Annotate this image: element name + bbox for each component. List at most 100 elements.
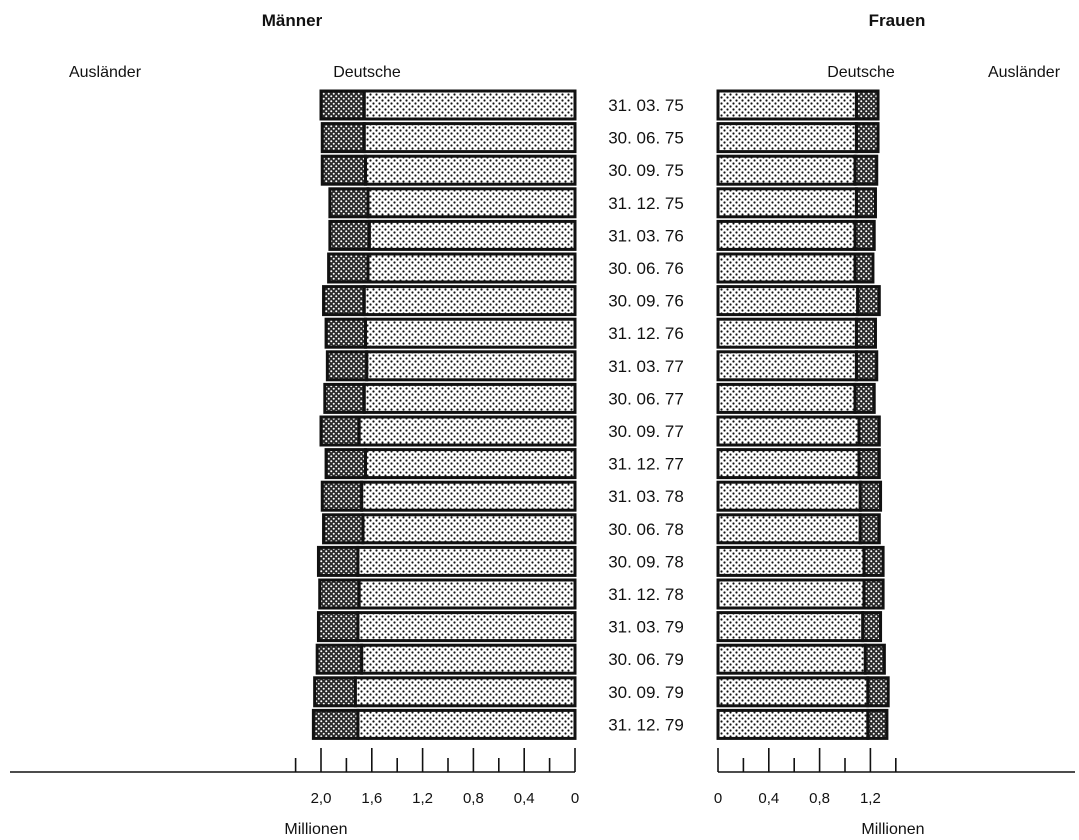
right-axis: 0 0,4 0,8 1,2 (714, 748, 1075, 807)
bar-maenner-deutsche-8 (365, 350, 577, 382)
date-label-13: 30. 06. 78 (608, 520, 684, 539)
title-frauen: Frauen (869, 11, 926, 30)
bar-frauen-deutsche-12 (716, 480, 862, 512)
left-axis: 2,0 1,6 1,2 0,8 0,4 0 (10, 748, 579, 807)
tick-label-right-3: 1,2 (860, 790, 881, 807)
date-labels: 31. 03. 75 30. 06. 75 30. 09. 75 31. 12. 75… (608, 96, 684, 734)
bar-frauen-auslaender-18 (866, 676, 890, 708)
date-label-10: 30. 09. 77 (608, 422, 684, 441)
bar-maenner-auslaender-15 (318, 578, 361, 610)
header-right-deutsche: Deutsche (827, 64, 895, 81)
date-label-7: 31. 12. 76 (608, 324, 684, 343)
bar-maenner-deutsche-1 (362, 122, 577, 154)
bar-maenner-auslaender-14 (316, 545, 360, 577)
bar-frauen-deutsche-18 (716, 676, 870, 708)
tick-label-left-0: 2,0 (311, 790, 332, 807)
bar-maenner-auslaender-2 (320, 154, 367, 186)
bar-frauen-deutsche-1 (716, 122, 858, 154)
bar-frauen-auslaender-16 (861, 611, 883, 643)
header-left-auslaender: Ausländer (69, 64, 142, 81)
bar-maenner-deutsche-16 (356, 611, 577, 643)
bar-maenner-auslaender-1 (320, 122, 366, 154)
tick-label-left-5: 0 (571, 790, 579, 807)
bar-frauen-auslaender-9 (853, 382, 876, 414)
bar-maenner-deutsche-19 (356, 708, 577, 740)
x-axis-label-left: Millionen (284, 821, 347, 838)
bar-maenner-auslaender-12 (320, 480, 364, 512)
bar-frauen-deutsche-2 (716, 154, 857, 186)
date-label-11: 31. 12. 77 (608, 455, 684, 474)
bar-frauen-auslaender-12 (858, 480, 883, 512)
bar-frauen-auslaender-1 (854, 122, 880, 154)
bar-maenner-auslaender-16 (316, 611, 360, 643)
bar-frauen-deutsche-9 (716, 382, 857, 414)
bar-maenner-deutsche-5 (366, 252, 577, 284)
bar-maenner-auslaender-8 (325, 350, 369, 382)
tick-label-left-2: 1,2 (412, 790, 433, 807)
bar-maenner-deutsche-2 (363, 154, 577, 186)
bar-maenner-deutsche-4 (367, 219, 577, 251)
bar-maenner-deutsche-9 (362, 382, 577, 414)
bar-maenner-auslaender-13 (322, 513, 365, 545)
bar-maenner-auslaender-6 (322, 285, 366, 317)
bar-maenner-auslaender-5 (327, 252, 370, 284)
tick-label-right-1: 0,4 (758, 790, 779, 807)
bar-frauen-deutsche-6 (716, 285, 860, 317)
bar-frauen-auslaender-8 (854, 350, 879, 382)
tick-label-left-1: 1,6 (361, 790, 382, 807)
bar-frauen-deutsche-11 (716, 448, 861, 480)
bar-frauen-deutsche-5 (716, 252, 857, 284)
bar-frauen-auslaender-13 (858, 513, 881, 545)
bar-maenner-auslaender-0 (319, 89, 366, 121)
bar-maenner-deutsche-6 (362, 285, 577, 317)
bar-maenner-auslaender-3 (328, 187, 370, 219)
bar-frauen-deutsche-15 (716, 578, 866, 610)
title-maenner: Männer (262, 11, 323, 30)
bar-frauen-deutsche-10 (716, 415, 861, 447)
tick-label-right-0: 0 (714, 790, 722, 807)
date-label-4: 31. 03. 76 (608, 226, 684, 245)
bar-frauen-deutsche-4 (716, 219, 857, 251)
bar-frauen-deutsche-3 (716, 187, 858, 219)
right-bars (716, 89, 890, 740)
bar-maenner-deutsche-13 (361, 513, 577, 545)
bar-maenner-auslaender-10 (319, 415, 361, 447)
bar-maenner-deutsche-14 (356, 545, 577, 577)
bar-frauen-deutsche-19 (716, 708, 870, 740)
date-label-2: 30. 09. 75 (608, 161, 684, 180)
bar-frauen-auslaender-6 (856, 285, 881, 317)
bar-frauen-deutsche-17 (716, 643, 867, 675)
bar-maenner-auslaender-11 (324, 448, 367, 480)
bar-frauen-auslaender-3 (854, 187, 877, 219)
date-label-6: 30. 09. 76 (608, 292, 684, 311)
bar-maenner-deutsche-10 (357, 415, 577, 447)
bar-frauen-auslaender-7 (854, 317, 877, 349)
date-label-8: 31. 03. 77 (608, 357, 684, 376)
bar-maenner-deutsche-7 (363, 317, 577, 349)
date-label-15: 31. 12. 78 (608, 585, 684, 604)
date-label-9: 30. 06. 77 (608, 389, 684, 408)
date-label-5: 30. 06. 76 (608, 259, 684, 278)
x-axis-label-right: Millionen (861, 821, 924, 838)
date-label-3: 31. 12. 75 (608, 194, 684, 213)
bar-maenner-auslaender-19 (311, 708, 360, 740)
bar-maenner-deutsche-0 (362, 89, 577, 121)
bar-frauen-auslaender-11 (857, 448, 881, 480)
bar-frauen-deutsche-0 (716, 89, 858, 121)
date-label-16: 31. 03. 79 (608, 618, 684, 637)
header-right-auslaender: Ausländer (988, 64, 1061, 81)
bar-maenner-auslaender-18 (313, 676, 357, 708)
tick-label-left-3: 0,8 (463, 790, 484, 807)
bar-maenner-deutsche-18 (353, 676, 577, 708)
bar-frauen-deutsche-13 (716, 513, 862, 545)
bar-frauen-deutsche-16 (716, 611, 865, 643)
bar-maenner-auslaender-17 (315, 643, 364, 675)
bar-frauen-auslaender-10 (857, 415, 881, 447)
bar-frauen-auslaender-5 (853, 252, 875, 284)
date-label-0: 31. 03. 75 (608, 96, 684, 115)
bar-maenner-deutsche-11 (363, 448, 577, 480)
bar-frauen-deutsche-7 (716, 317, 858, 349)
tick-label-right-2: 0,8 (809, 790, 830, 807)
date-label-12: 31. 03. 78 (608, 487, 684, 506)
bar-frauen-auslaender-4 (853, 219, 876, 251)
